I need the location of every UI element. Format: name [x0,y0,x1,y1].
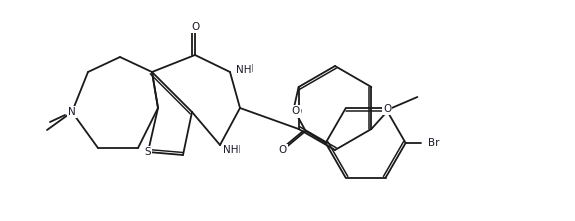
Text: N: N [68,107,76,117]
Text: NH: NH [223,145,239,155]
Text: O: O [384,104,392,114]
Text: N: N [68,107,76,117]
Text: Br: Br [428,138,439,148]
Text: O: O [278,145,287,155]
Text: NH: NH [236,65,251,75]
Text: S: S [145,147,151,157]
Text: S: S [145,147,151,157]
Text: O: O [292,106,300,116]
Text: O: O [278,145,287,155]
Text: NH: NH [225,145,240,155]
Text: O: O [293,107,302,117]
Text: Br: Br [428,138,439,148]
Text: N: N [68,107,76,117]
Text: O: O [384,104,392,114]
Text: O: O [191,22,199,32]
Text: O: O [191,22,199,32]
Text: NH: NH [238,64,254,74]
